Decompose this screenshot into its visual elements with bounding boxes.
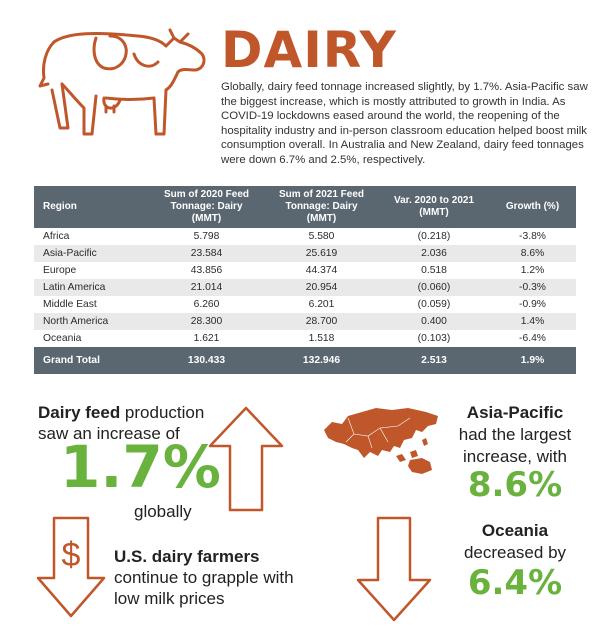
asia-stat-value: 8.6%: [467, 465, 563, 505]
oceania-stat-line2: decreased by: [463, 543, 567, 562]
column-header-variance: Var. 2020 to 2021 (MMT): [379, 186, 489, 228]
us-stat-line2: continue to grapple with: [114, 568, 294, 587]
oceania-stat-bold: Oceania: [481, 521, 549, 540]
cell-2020: 1.621: [193, 333, 220, 344]
cell-2020: 23.584: [149, 245, 264, 262]
oceania-stat-text: Oceania decreased by: [440, 520, 590, 564]
cell-growth: 1.2%: [520, 265, 545, 276]
global-stat-suffix: globally: [134, 502, 192, 521]
column-header-2020: Sum of 2020 Feed Tonnage: Dairy (MMT): [149, 186, 264, 228]
asia-stat-line2: had the largest: [458, 425, 572, 444]
cell-variance: (0.103): [417, 333, 451, 344]
table-row: Africa 5.798 5.580 (0.218) -3.8%: [34, 228, 576, 245]
dollar-sign-icon: $: [62, 536, 81, 574]
grand-total-row: Grand Total 130.433 132.946 2.513 1.9%: [34, 347, 576, 374]
table-row: North America 28.300 28.700 0.400 1.4%: [34, 313, 576, 330]
us-stat-bold: U.S. dairy farmers: [114, 547, 260, 566]
cell-growth: 8.6%: [489, 245, 576, 262]
cell-growth: -3.8%: [519, 231, 546, 242]
cell-2021: 25.619: [264, 245, 379, 262]
cell-region: North America: [34, 313, 149, 330]
column-header-growth: Growth (%): [489, 186, 576, 228]
cell-variance: 2.513: [379, 347, 489, 374]
dairy-feed-table: Region Sum of 2020 Feed Tonnage: Dairy (…: [34, 186, 576, 374]
cell-region: Asia-Pacific: [34, 245, 149, 262]
cell-variance: (0.060): [379, 279, 489, 296]
global-stat-text: Dairy feed production saw an increase of: [38, 402, 228, 444]
cell-growth: -6.4%: [519, 333, 546, 344]
cell-2021: 1.518: [308, 333, 335, 344]
asia-stat-line3: increase, with: [463, 447, 567, 466]
intro-paragraph: Globally, dairy feed tonnage increased s…: [221, 81, 588, 166]
cell-variance: 0.518: [421, 265, 447, 276]
table-row: Latin America 21.014 20.954 (0.060) -0.3…: [34, 279, 576, 296]
asia-stat-text: Asia-Pacific had the largest increase, w…: [440, 402, 590, 468]
table-header-row: Region Sum of 2020 Feed Tonnage: Dairy (…: [34, 186, 576, 228]
cell-growth: -0.9%: [519, 299, 546, 310]
cell-2020: 6.260: [193, 299, 220, 310]
cell-2020: 130.433: [149, 347, 264, 374]
cell-region: Middle East: [43, 299, 97, 310]
cell-2020: 5.798: [193, 231, 220, 242]
asia-stat-bold: Asia-Pacific: [466, 403, 564, 422]
oceania-stat-value: 6.4%: [467, 563, 563, 603]
cell-variance: (0.218): [417, 231, 451, 242]
global-stat-value: 1.7%: [60, 433, 221, 501]
table-row: Asia-Pacific 23.584 25.619 2.036 8.6%: [34, 245, 576, 262]
dollar-down-arrow-icon: $: [36, 516, 106, 618]
column-header-2021: Sum of 2021 Feed Tonnage: Dairy (MMT): [264, 186, 379, 228]
down-arrow-icon: [356, 516, 432, 622]
cell-growth: 1.9%: [489, 347, 576, 374]
cell-2020: 43.856: [190, 265, 223, 276]
cell-region: Oceania: [43, 333, 82, 344]
cell-variance: 0.400: [379, 313, 489, 330]
us-stat-line3: low milk prices: [114, 589, 225, 608]
cell-growth: 1.4%: [489, 313, 576, 330]
global-stat-line2: saw an increase of: [38, 424, 180, 443]
up-arrow-icon: [208, 406, 284, 512]
cell-variance: (0.059): [417, 299, 451, 310]
cell-2021: 44.374: [305, 265, 338, 276]
global-stat-rest: production: [120, 403, 205, 422]
global-stat-bold: Dairy feed: [38, 403, 121, 422]
column-header-region: Region: [34, 186, 149, 228]
cell-region: Europe: [43, 265, 77, 276]
table-row: Middle East 6.260 6.201 (0.059) -0.9%: [34, 296, 576, 313]
cell-2021: 6.201: [308, 299, 335, 310]
cell-region: Africa: [43, 231, 70, 242]
us-stat-text: U.S. dairy farmers continue to grapple w…: [114, 546, 304, 609]
cell-region: Latin America: [34, 279, 149, 296]
cell-growth: -0.3%: [489, 279, 576, 296]
cell-2021: 132.946: [264, 347, 379, 374]
cell-2020: 28.300: [149, 313, 264, 330]
cell-2021: 28.700: [264, 313, 379, 330]
cell-2020: 21.014: [149, 279, 264, 296]
cell-2021: 5.580: [308, 231, 335, 242]
table-row: Europe 43.856 44.374 0.518 1.2%: [34, 262, 576, 279]
cell-region: Grand Total: [34, 347, 149, 374]
asia-pacific-map-icon: [324, 408, 438, 474]
cow-icon: [38, 28, 206, 136]
page-title: DAIRY: [221, 21, 397, 79]
cell-variance: 2.036: [379, 245, 489, 262]
table-row: Oceania 1.621 1.518 (0.103) -6.4%: [34, 330, 576, 347]
cell-2021: 20.954: [264, 279, 379, 296]
